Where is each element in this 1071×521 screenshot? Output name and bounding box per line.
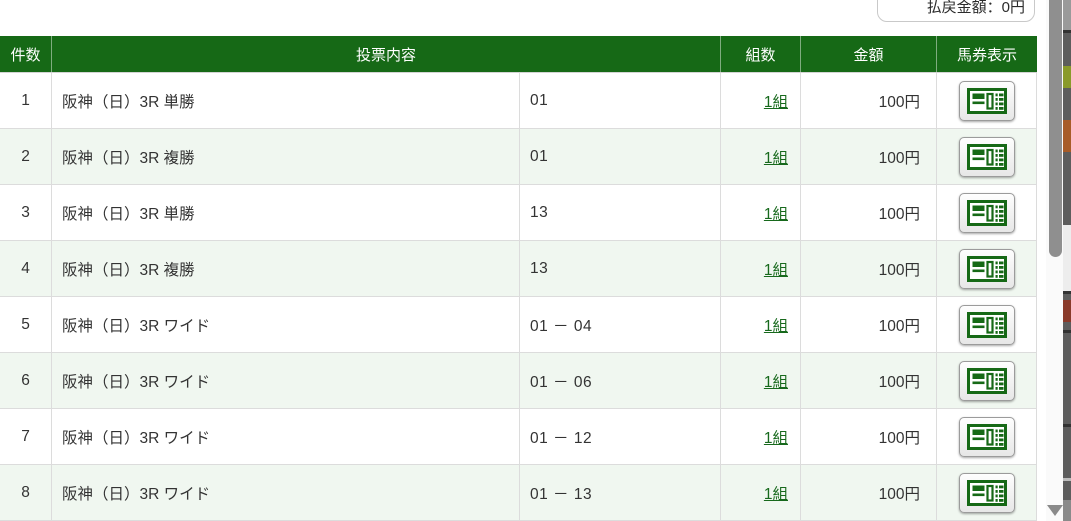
sets-count-link[interactable]: 1組 xyxy=(763,93,788,111)
header-content: 投票内容 xyxy=(52,36,721,72)
bet-numbers: 01 － 13 xyxy=(520,465,721,520)
betting-ticket-icon xyxy=(966,367,1007,394)
row-number: 6 xyxy=(0,353,52,408)
bet-description: 阪神（日）3R 単勝 xyxy=(52,73,520,128)
table-row: 2 阪神（日）3R 複勝 01 1組 100円 xyxy=(0,129,1037,185)
sets-count-link[interactable]: 1組 xyxy=(763,205,788,223)
sets-count-link[interactable]: 1組 xyxy=(763,317,788,335)
ticket-display-button[interactable] xyxy=(958,304,1015,345)
ticket-display-button[interactable] xyxy=(958,360,1015,401)
ticket-display-button[interactable] xyxy=(958,416,1015,457)
bet-description: 阪神（日）3R ワイド xyxy=(52,297,520,352)
payout-amount-label: 払戻金額：0円 xyxy=(926,0,1025,16)
table-row: 8 阪神（日）3R ワイド 01 － 13 1組 100円 xyxy=(0,465,1037,521)
bet-numbers: 01 － 12 xyxy=(520,409,721,464)
ticket-display-button[interactable] xyxy=(958,192,1015,233)
bet-description: 阪神（日）3R ワイド xyxy=(52,409,520,464)
betting-ticket-icon xyxy=(966,87,1007,114)
scrollbar-thumb[interactable] xyxy=(1049,0,1062,257)
bet-description: 阪神（日）3R ワイド xyxy=(52,353,520,408)
bet-list-table: 件数 投票内容 組数 金額 馬券表示 1 阪神（日）3R 単勝 01 1組 10… xyxy=(0,36,1037,521)
table-header-row: 件数 投票内容 組数 金額 馬券表示 xyxy=(0,36,1037,72)
bet-numbers: 01 xyxy=(520,73,721,128)
bet-numbers: 13 xyxy=(520,241,721,296)
ticket-display-button[interactable] xyxy=(958,472,1015,513)
ticket-display-button[interactable] xyxy=(958,80,1015,121)
sets-count-link[interactable]: 1組 xyxy=(763,429,788,447)
bet-amount: 100円 xyxy=(801,297,937,352)
row-number: 7 xyxy=(0,409,52,464)
bet-description: 阪神（日）3R 単勝 xyxy=(52,185,520,240)
betting-ticket-icon xyxy=(966,255,1007,282)
ticket-display-button[interactable] xyxy=(958,248,1015,289)
bet-numbers: 01 － 04 xyxy=(520,297,721,352)
bet-amount: 100円 xyxy=(801,129,937,184)
cutoff-right-content xyxy=(1063,0,1071,521)
bet-description: 阪神（日）3R ワイド xyxy=(52,465,520,520)
row-number: 2 xyxy=(0,129,52,184)
row-number: 5 xyxy=(0,297,52,352)
sets-count-link[interactable]: 1組 xyxy=(763,485,788,503)
bet-amount: 100円 xyxy=(801,185,937,240)
table-body: 1 阪神（日）3R 単勝 01 1組 100円 2 阪 xyxy=(0,72,1037,521)
betting-ticket-icon xyxy=(966,423,1007,450)
betting-ticket-icon xyxy=(966,199,1007,226)
bet-description: 阪神（日）3R 複勝 xyxy=(52,129,520,184)
row-number: 4 xyxy=(0,241,52,296)
row-number: 3 xyxy=(0,185,52,240)
table-row: 4 阪神（日）3R 複勝 13 1組 100円 xyxy=(0,241,1037,297)
bet-amount: 100円 xyxy=(801,73,937,128)
bet-amount: 100円 xyxy=(801,353,937,408)
bet-numbers: 01 － 06 xyxy=(520,353,721,408)
header-sets: 組数 xyxy=(721,36,801,72)
bet-amount: 100円 xyxy=(801,465,937,520)
betting-ticket-icon xyxy=(966,479,1007,506)
betting-ticket-icon xyxy=(966,143,1007,170)
sets-count-link[interactable]: 1組 xyxy=(763,261,788,279)
bet-description: 阪神（日）3R 複勝 xyxy=(52,241,520,296)
sets-count-link[interactable]: 1組 xyxy=(763,149,788,167)
payout-summary-box: 払戻金額：0円 xyxy=(877,0,1035,22)
header-count: 件数 xyxy=(0,36,52,72)
betting-ticket-icon xyxy=(966,311,1007,338)
table-row: 7 阪神（日）3R ワイド 01 － 12 1組 100円 xyxy=(0,409,1037,465)
bet-amount: 100円 xyxy=(801,241,937,296)
bet-amount: 100円 xyxy=(801,409,937,464)
row-number: 8 xyxy=(0,465,52,520)
bet-numbers: 13 xyxy=(520,185,721,240)
table-row: 5 阪神（日）3R ワイド 01 － 04 1組 100円 xyxy=(0,297,1037,353)
table-row: 3 阪神（日）3R 単勝 13 1組 100円 xyxy=(0,185,1037,241)
header-amount: 金額 xyxy=(801,36,937,72)
table-row: 6 阪神（日）3R ワイド 01 － 06 1組 100円 xyxy=(0,353,1037,409)
row-number: 1 xyxy=(0,73,52,128)
chevron-down-icon[interactable] xyxy=(1047,505,1063,516)
table-row: 1 阪神（日）3R 単勝 01 1組 100円 xyxy=(0,73,1037,129)
bet-numbers: 01 xyxy=(520,129,721,184)
sets-count-link[interactable]: 1組 xyxy=(763,373,788,391)
vertical-scrollbar[interactable] xyxy=(1046,0,1063,521)
header-ticket: 馬券表示 xyxy=(956,46,1017,64)
ticket-display-button[interactable] xyxy=(958,136,1015,177)
